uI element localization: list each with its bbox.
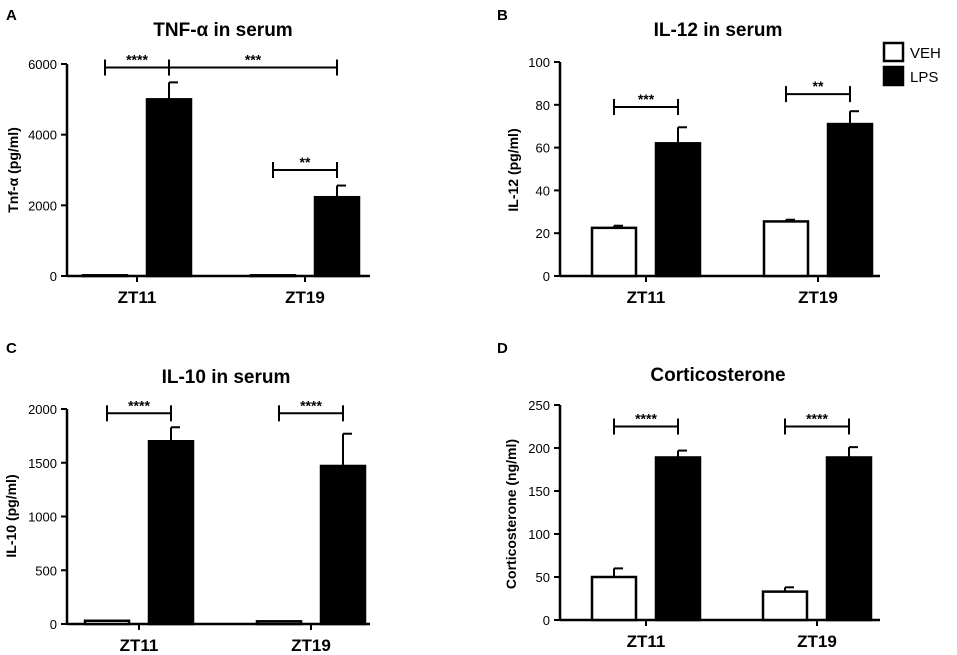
y-tick-label: 150 [528, 484, 550, 499]
significance-label: *** [245, 52, 262, 68]
y-tick-label: 0 [50, 269, 57, 284]
y-tick-label: 50 [536, 570, 550, 585]
y-tick-label: 250 [528, 398, 550, 413]
x-tick-label: ZT19 [798, 288, 838, 307]
panel-a: A TNF-α in serum Tnf-α (pg/ml) 0 2000 4000… [5, 7, 370, 307]
bar-veh [590, 226, 638, 278]
y-axis-label: IL-12 (pg/ml) [505, 128, 521, 211]
legend-label-lps: LPS [910, 69, 938, 86]
bar-lps [654, 142, 702, 278]
significance-label: **** [126, 52, 148, 68]
y-tick-label: 60 [536, 141, 550, 156]
panel-c: C IL-10 in serum IL-10 (pg/ml) 0 500 1000 1… [3, 340, 370, 655]
legend-label-veh: VEH [910, 45, 941, 62]
y-tick-label: 80 [536, 98, 550, 113]
chart-title: Corticosterone [650, 365, 785, 386]
y-tick-label: 500 [35, 563, 57, 578]
bar-lps [319, 464, 367, 626]
bar-lps [145, 98, 193, 278]
x-tick-label: ZT19 [285, 288, 325, 307]
y-tick-label: 4000 [28, 128, 57, 143]
plot-area-c: 0 500 1000 1500 2000 ZT11 ZT19 **** **** [28, 397, 370, 655]
y-tick-label: 6000 [28, 57, 57, 72]
bar-veh [761, 590, 809, 622]
y-tick-label: 2000 [28, 198, 57, 213]
bar-lps [147, 440, 195, 626]
y-tick-label: 200 [528, 441, 550, 456]
bar-veh [590, 575, 638, 622]
significance-label: **** [635, 411, 657, 427]
y-tick-label: 20 [536, 226, 550, 241]
y-tick-label: 1000 [28, 510, 57, 525]
plot-area-d: 0 50 100 150 200 250 ZT11 ZT19 **** **** [528, 398, 880, 651]
chart-title: IL-10 in serum [162, 367, 291, 388]
panel-letter: C [6, 340, 17, 357]
y-tick-label: 0 [50, 617, 57, 632]
significance-label: **** [806, 411, 828, 427]
y-tick-label: 40 [536, 183, 550, 198]
y-tick-label: 0 [543, 269, 550, 284]
y-tick-label: 2000 [28, 402, 57, 417]
x-tick-label: ZT19 [291, 636, 331, 655]
panel-b: B IL-12 in serum IL-12 (pg/ml) 0 20 40 60 80… [497, 7, 941, 307]
chart-title: TNF-α in serum [153, 20, 292, 41]
panel-d: D Corticosterone Corticosterone (ng/ml) … [497, 340, 880, 651]
y-tick-label: 100 [528, 527, 550, 542]
bar-veh [83, 619, 131, 626]
bar-veh [81, 274, 129, 278]
bar-lps [825, 456, 873, 622]
x-tick-label: ZT11 [120, 636, 159, 655]
x-tick-label: ZT11 [627, 632, 666, 651]
y-tick-label: 0 [543, 613, 550, 628]
bar-lps [654, 456, 702, 622]
bar-lps [826, 122, 874, 278]
x-tick-label: ZT11 [118, 288, 157, 307]
significance-label: ** [300, 154, 311, 170]
significance-label: **** [300, 397, 322, 413]
bar-lps [313, 195, 361, 278]
y-tick-label: 1500 [28, 456, 57, 471]
legend-swatch-veh [882, 41, 905, 63]
legend-swatch-lps [882, 65, 905, 87]
significance-label: *** [638, 91, 655, 107]
bar-veh [762, 220, 810, 278]
y-tick-label: 100 [528, 55, 550, 70]
y-axis-label: Tnf-α (pg/ml) [5, 127, 21, 213]
significance-label: ** [813, 78, 824, 94]
bar-veh [255, 620, 303, 626]
x-tick-label: ZT11 [627, 288, 666, 307]
panel-letter: D [497, 340, 508, 357]
bar-veh [249, 274, 297, 278]
panel-letter: B [497, 7, 508, 24]
legend: VEH LPS [882, 41, 941, 87]
chart-title: IL-12 in serum [654, 20, 783, 41]
y-axis-label: IL-10 (pg/ml) [3, 474, 19, 557]
panel-letter: A [6, 7, 17, 24]
y-axis-label: Corticosterone (ng/ml) [503, 439, 519, 589]
x-tick-label: ZT19 [797, 632, 837, 651]
significance-label: **** [128, 397, 150, 413]
